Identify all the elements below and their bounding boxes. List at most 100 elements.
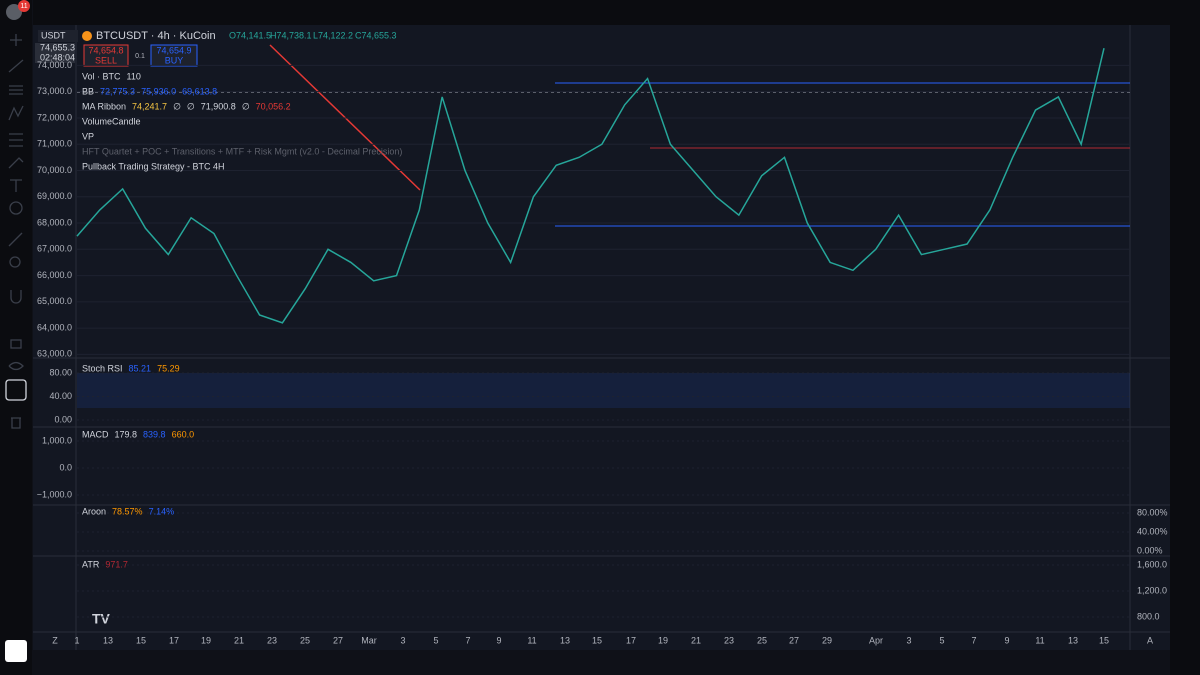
y-tick-label: 80.00%	[1137, 507, 1168, 517]
close: C74,655.3	[355, 30, 397, 40]
y-tick-label: 70,000.0	[37, 165, 72, 175]
hide-tool[interactable]	[8, 361, 24, 371]
currency-box[interactable]	[38, 30, 78, 42]
crosshair-tool[interactable]	[10, 34, 22, 46]
x-tick-label: 3	[906, 635, 911, 645]
price-line	[76, 48, 1105, 324]
right-bar	[1170, 25, 1200, 675]
legend-name: MA Ribbon	[82, 101, 126, 111]
favorites[interactable]	[5, 640, 27, 662]
toolbar	[0, 0, 32, 675]
legend-value: 74,241.7	[132, 101, 167, 111]
panel-name: Stoch RSI	[82, 363, 123, 373]
avatar[interactable]	[6, 4, 22, 20]
buy-label: BUY	[165, 55, 184, 65]
price-tag-value: 74,655.3	[40, 42, 75, 52]
x-tick-label: 19	[201, 635, 211, 645]
pattern-tool[interactable]	[8, 105, 24, 121]
magnet-tool[interactable]	[10, 290, 22, 304]
y-tick-label: 71,000.0	[37, 139, 72, 149]
forecast-tool[interactable]	[9, 133, 23, 147]
x-tick-label: 7	[465, 635, 470, 645]
sell-button[interactable]	[83, 44, 129, 67]
x-tick-label: 25	[300, 635, 310, 645]
y-tick-label: 80.00	[49, 367, 72, 377]
corner-right[interactable]: A	[1147, 635, 1153, 645]
y-tick-label: 1,000.0	[42, 435, 72, 445]
y-tick-label: 0.00%	[1137, 545, 1163, 555]
y-tick-label: 40.00%	[1137, 526, 1168, 536]
x-tick-label: 29	[822, 635, 832, 645]
link-tool[interactable]	[5, 379, 27, 401]
lock-tool[interactable]	[10, 339, 22, 349]
panel-reading: 7.14%	[149, 506, 175, 516]
x-tick-label: 9	[1004, 635, 1009, 645]
ruler-tool[interactable]	[8, 232, 23, 247]
legend-value: ∅	[242, 101, 250, 111]
panel-name: Aroon	[82, 506, 106, 516]
fib-tool[interactable]	[9, 85, 23, 95]
y-tick-label: 63,000.0	[37, 349, 72, 359]
x-tick-label: 21	[691, 635, 701, 645]
brush-tool[interactable]	[8, 157, 24, 169]
legend-name: VolumeCandle	[82, 116, 141, 126]
chart-area	[33, 25, 1170, 650]
badge	[18, 0, 30, 12]
stoch-band	[77, 373, 1130, 408]
currency: USDT	[41, 30, 66, 40]
x-tick-label: 23	[724, 635, 734, 645]
y-tick-label: 800.0	[1137, 611, 1160, 621]
price-tag	[35, 43, 75, 63]
x-tick-label: 25	[757, 635, 767, 645]
sell-price: 74,654.8	[88, 45, 123, 55]
legend-name: HFT Quartet + POC + Transitions + MTF + …	[82, 146, 402, 156]
y-tick-label: 68,000.0	[37, 217, 72, 227]
y-tick-label: 74,000.0	[37, 60, 72, 70]
legend-value: 75,936.0	[141, 86, 176, 96]
x-tick-label: 13	[1068, 635, 1078, 645]
y-tick-label: 0.00	[54, 414, 72, 424]
legend-name: VP	[82, 131, 94, 141]
x-tick-label: 27	[789, 635, 799, 645]
corner-left[interactable]: Z	[52, 635, 58, 645]
panel-reading: 660.0	[172, 429, 195, 439]
panel-reading: 839.8	[143, 429, 166, 439]
y-tick-label: 73,000.0	[37, 86, 72, 96]
x-tick-label: 15	[1099, 635, 1109, 645]
y-tick-label: 72,000.0	[37, 112, 72, 122]
y-tick-label: 40.00	[49, 391, 72, 401]
btc-icon	[82, 31, 92, 41]
buy-price: 74,654.9	[156, 45, 191, 55]
y-tick-label: 69,000.0	[37, 191, 72, 201]
x-tick-label: 27	[333, 635, 343, 645]
top-bar	[33, 0, 1200, 25]
panel-reading: 179.8	[115, 429, 138, 439]
open: O74,141.5	[229, 30, 271, 40]
line-tool[interactable]	[8, 59, 24, 73]
legend-name: Vol · BTC	[82, 71, 121, 81]
x-tick-label: Apr	[869, 635, 883, 645]
x-tick-label: 1	[74, 635, 79, 645]
x-tick-label: 21	[234, 635, 244, 645]
panel-reading: 78.57%	[112, 506, 143, 516]
x-tick-label: 15	[592, 635, 602, 645]
y-tick-label: 1,600.0	[1137, 559, 1167, 569]
zoom-tool[interactable]	[9, 256, 21, 268]
countdown: 02:48:04	[40, 52, 75, 62]
x-tick-label: 5	[939, 635, 944, 645]
x-tick-label: 23	[267, 635, 277, 645]
buy-button[interactable]	[150, 44, 198, 67]
emoji-tool[interactable]	[9, 201, 23, 215]
high: H74,738.1	[270, 30, 312, 40]
legend-value: 70,056.2	[256, 101, 291, 111]
x-tick-label: 15	[136, 635, 146, 645]
y-tick-label: 0.0	[59, 462, 72, 472]
x-tick-label: 9	[496, 635, 501, 645]
trash-tool[interactable]	[11, 417, 21, 429]
x-tick-label: 13	[560, 635, 570, 645]
x-tick-label: 11	[1035, 635, 1044, 645]
x-tick-label: 13	[103, 635, 113, 645]
text-tool[interactable]	[10, 179, 22, 192]
legend-value: 72,775.3	[100, 86, 135, 96]
